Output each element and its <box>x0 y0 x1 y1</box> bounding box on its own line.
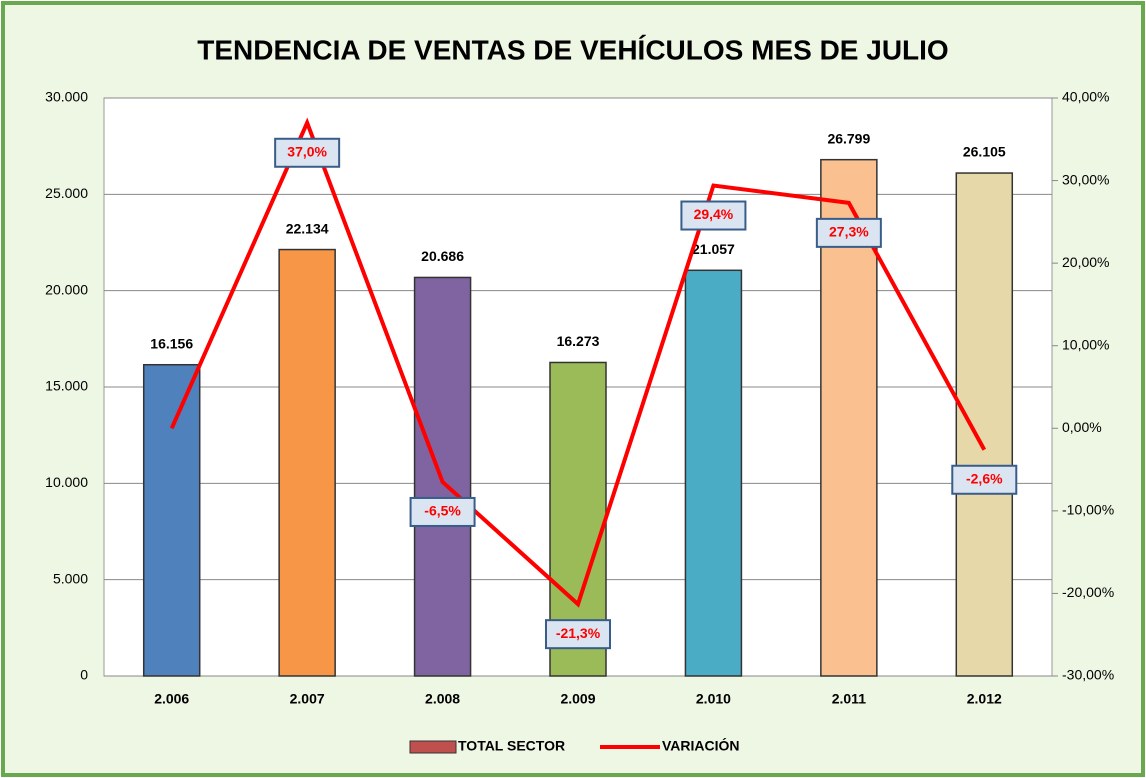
y2-tick-label: 0,00% <box>1062 419 1102 435</box>
data-label: -6,5% <box>424 503 461 519</box>
y-tick-label: 0 <box>80 667 88 683</box>
data-label: -2,6% <box>966 470 1003 486</box>
data-label-box <box>815 217 882 248</box>
bar <box>955 172 1014 677</box>
y2-tick-label: -30,00% <box>1062 667 1114 683</box>
chart-title: TENDENCIA DE VENTAS DE VEHÍCULOS MES DE … <box>197 34 948 65</box>
legend-swatch <box>409 740 457 754</box>
y2-tick-label: 20,00% <box>1062 254 1109 270</box>
y2-tick-label: 40,00% <box>1062 89 1109 105</box>
data-label: 27,3% <box>829 224 869 240</box>
x-tick-label: 2.006 <box>154 691 189 707</box>
y2-tick-label: -20,00% <box>1062 584 1114 600</box>
y2-tick-label: 30,00% <box>1062 171 1109 187</box>
x-tick-label: 2.007 <box>290 691 325 707</box>
data-label: 26.799 <box>827 130 870 146</box>
x-tick-label: 2.012 <box>967 691 1002 707</box>
data-label: 16.273 <box>557 333 600 349</box>
y-tick-label: 25.000 <box>45 185 88 201</box>
data-label: 22.134 <box>286 220 329 236</box>
line <box>169 117 987 608</box>
legend-label: TOTAL SECTOR <box>458 738 565 754</box>
bar <box>278 248 336 677</box>
data-label-box <box>409 496 476 527</box>
y-tick-label: 15.000 <box>45 378 88 394</box>
x-tick-label: 2.008 <box>425 691 460 707</box>
data-label: 16.156 <box>150 335 193 351</box>
data-label-box <box>951 464 1018 495</box>
x-tick-label: 2.009 <box>560 691 595 707</box>
data-label: 21.057 <box>692 241 735 257</box>
legend-label: VARIACIÓN <box>662 737 740 754</box>
bar <box>142 363 201 677</box>
data-label: -21,3% <box>556 625 601 641</box>
y-tick-label: 20.000 <box>45 281 88 297</box>
data-label: 20.686 <box>421 248 464 264</box>
y-tick-label: 30.000 <box>45 89 88 105</box>
data-label-box <box>274 137 341 168</box>
y2-tick-label: 10,00% <box>1062 336 1109 352</box>
data-label: 29,4% <box>694 206 734 222</box>
data-label: 26.105 <box>963 144 1006 160</box>
data-label-box <box>545 619 611 650</box>
data-label-box <box>680 200 747 231</box>
bar <box>684 269 743 677</box>
y-tick-label: 10.000 <box>45 474 88 490</box>
x-tick-label: 2.010 <box>696 691 731 707</box>
y-tick-label: 5.000 <box>53 570 88 586</box>
x-tick-label: 2.011 <box>832 691 866 707</box>
y2-tick-label: -10,00% <box>1062 502 1114 518</box>
data-label: 37,0% <box>287 143 327 159</box>
